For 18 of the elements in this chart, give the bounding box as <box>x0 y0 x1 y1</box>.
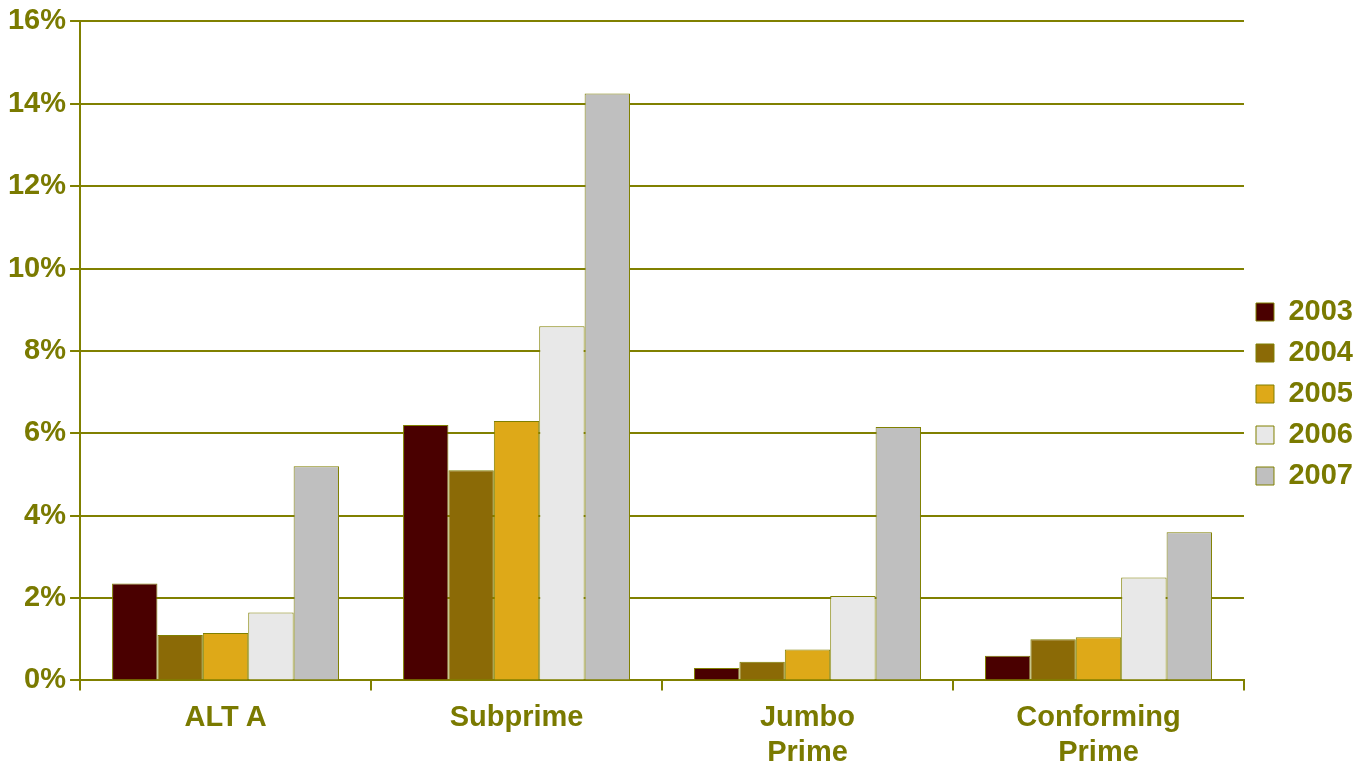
y-tick-label: 16% <box>8 3 67 36</box>
y-tick-label: 8% <box>24 332 67 365</box>
y-tick-label: 4% <box>24 497 67 530</box>
legend-label: 2006 <box>1288 417 1353 449</box>
legend-label: 2004 <box>1288 335 1353 367</box>
y-tick-label: 6% <box>24 415 67 448</box>
legend-label: 2003 <box>1288 294 1353 326</box>
y-tick-label: 14% <box>8 85 67 118</box>
x-tick-label: ALT A <box>184 699 267 732</box>
y-tick-label: 2% <box>24 580 67 613</box>
y-tick-label: 12% <box>8 168 67 201</box>
y-tick-label: 10% <box>8 250 67 283</box>
legend-label: 2007 <box>1288 458 1353 490</box>
x-tick-label: Jumbo Prime <box>759 699 856 767</box>
x-tick-label: Subprime <box>449 699 584 732</box>
y-tick-label: 0% <box>24 662 67 695</box>
legend-label: 2005 <box>1288 376 1353 408</box>
x-tick-label: Conforming Prime <box>1016 699 1181 767</box>
